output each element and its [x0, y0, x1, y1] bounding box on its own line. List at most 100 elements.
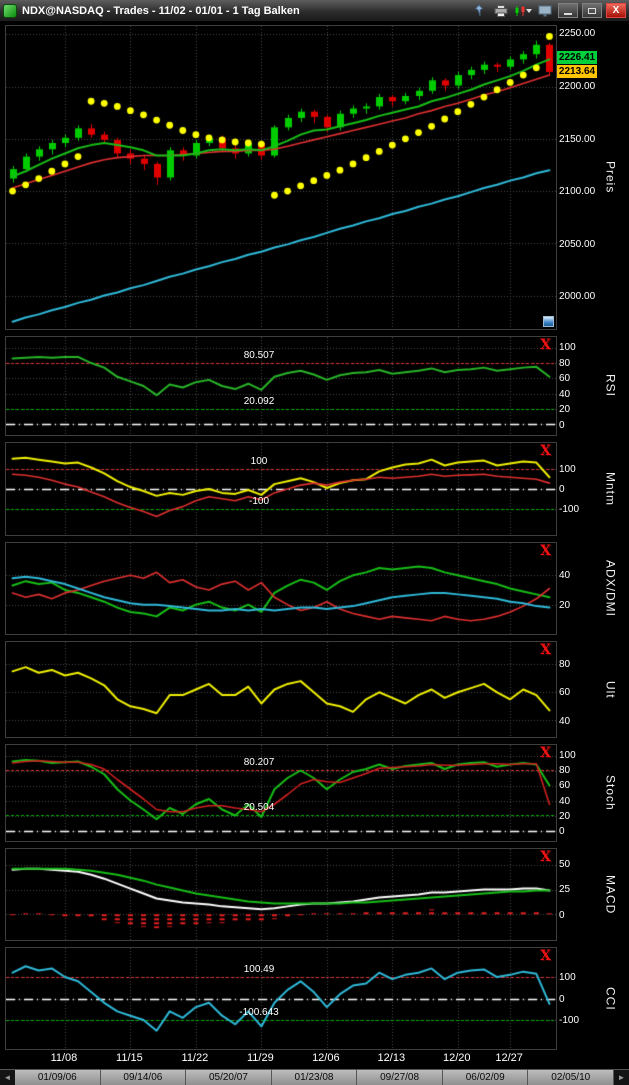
scroll-anchor-icon[interactable]	[543, 316, 554, 327]
price-plot[interactable]	[5, 25, 557, 330]
axis-tick-label: 2250.00	[559, 28, 596, 40]
cci-canvas	[6, 948, 556, 1049]
window-title: NDX@NASDAQ - Trades - 11/02 - 01/01 - 1 …	[22, 4, 300, 17]
panel-label-adx-dmi: ADX/DMI	[603, 559, 618, 617]
close-study-icon[interactable]: X	[540, 337, 551, 353]
axis-tick-label: 25	[559, 884, 571, 896]
rsi-canvas	[6, 337, 556, 435]
axis-tick-label: 80	[559, 658, 571, 670]
axis-tick-label: 0	[559, 909, 565, 921]
close-study-icon[interactable]: X	[540, 745, 551, 761]
chart-tab-2[interactable]: 05/20/07	[186, 1070, 272, 1085]
printer-icon[interactable]	[492, 3, 510, 19]
axis-tick-label: 2200.00	[559, 81, 596, 92]
date-label: 12/27	[495, 1052, 523, 1064]
axis-tick-label: 40	[559, 570, 571, 581]
axis-tick-label: 20	[559, 810, 571, 822]
date-label: 11/22	[181, 1052, 209, 1064]
date-label: 12/20	[443, 1052, 471, 1064]
axis-tick-label: 50	[559, 859, 571, 871]
chart-tab-6[interactable]: 02/05/10	[528, 1070, 615, 1085]
axis-tick-label: 80	[559, 765, 571, 777]
axis-tick-label: 0	[559, 993, 565, 1005]
threshold-label: 20.504	[243, 802, 275, 814]
chart-tab-4[interactable]: 09/27/08	[357, 1070, 443, 1085]
cci-plot[interactable]: X 100.49 -100.643	[5, 947, 557, 1050]
macd-axis[interactable]: 50 25 0	[557, 848, 597, 941]
threshold-label: 100	[250, 456, 268, 468]
price-axis[interactable]: 2226.41 2213.64 2250.00 2200.00 2150.00 210…	[557, 25, 597, 330]
chart-tab-1[interactable]: 09/14/06	[100, 1070, 187, 1085]
close-study-icon[interactable]: X	[540, 443, 551, 459]
panel-label-ult: Ult	[603, 680, 618, 699]
chevron-down-icon	[526, 8, 532, 13]
threshold-label: 100.49	[243, 963, 275, 975]
close-study-icon[interactable]: X	[540, 849, 551, 865]
axis-tick-label: 0	[559, 826, 565, 838]
close-button[interactable]: X	[606, 3, 626, 18]
mntm-axis[interactable]: 100 0 -100	[557, 442, 597, 536]
date-label: 12/13	[377, 1052, 406, 1064]
axis-tick-label: 0	[559, 484, 565, 495]
mntm-plot[interactable]: X 100 -100	[5, 442, 557, 536]
axis-tick-label: 60	[559, 780, 571, 792]
date-label: 12/06	[312, 1052, 340, 1064]
axis-tick-label: 100	[559, 341, 576, 353]
chart-type-icon[interactable]	[514, 3, 532, 19]
tab-bar: ◄ 01/09/06 09/14/06 05/20/07 01/23/08 09/27/…	[0, 1069, 629, 1085]
chart-tab-5[interactable]: 06/02/09	[442, 1070, 529, 1085]
close-study-icon[interactable]: X	[540, 642, 551, 658]
title-bar[interactable]: NDX@NASDAQ - Trades - 11/02 - 01/01 - 1 …	[0, 0, 629, 22]
axis-tick-label: 80	[559, 357, 571, 369]
panel-label-rsi: RSI	[603, 374, 618, 398]
stoch-canvas	[6, 745, 556, 841]
chart-tab-0[interactable]: 01/09/06	[15, 1070, 101, 1085]
price-panel: 2226.41 2213.64 2250.00 2200.00 2150.00 210…	[5, 25, 629, 330]
adx-dmi-axis[interactable]: 40 20	[557, 542, 597, 635]
macd-plot[interactable]: X	[5, 848, 557, 941]
axis-tick-label: 60	[559, 687, 571, 699]
axis-tick-label: 20	[559, 600, 571, 611]
threshold-label: 80.507	[243, 349, 275, 361]
tab-scroll-left-button[interactable]: ◄	[0, 1070, 15, 1085]
axis-tick-label: 40	[559, 388, 571, 400]
window-icon[interactable]	[536, 3, 554, 19]
threshold-label: -100	[248, 495, 270, 507]
stoch-plot[interactable]: X 80.207 20.504	[5, 744, 557, 842]
axis-tick-label: -100	[559, 1015, 580, 1027]
restore-button[interactable]	[582, 3, 602, 18]
axis-tick-label: -100	[559, 504, 580, 515]
ult-plot[interactable]: X	[5, 641, 557, 738]
macd-panel: X 50 25 0 MACD	[5, 848, 629, 941]
last-price-badge: 2213.64	[557, 64, 597, 78]
threshold-label: 80.207	[243, 757, 275, 769]
date-label: 11/15	[116, 1052, 143, 1064]
threshold-label: 20.092	[243, 395, 275, 407]
date-label: 11/08	[50, 1052, 78, 1064]
chart-area: 2226.41 2213.64 2250.00 2200.00 2150.00 210…	[0, 22, 629, 1050]
stoch-axis[interactable]: 100 80 60 40 20 0	[557, 744, 597, 842]
close-study-icon[interactable]: X	[540, 543, 551, 559]
macd-canvas	[6, 849, 556, 940]
titlebar-toolbar: X	[470, 3, 626, 19]
cci-axis[interactable]: 100 0 -100	[557, 947, 597, 1050]
axis-tick-label: 0	[559, 420, 565, 432]
minimize-button[interactable]	[558, 3, 578, 18]
pin-icon[interactable]	[470, 3, 488, 19]
axis-tick-label: 60	[559, 373, 571, 385]
app-icon[interactable]	[3, 3, 17, 18]
axis-tick-label: 2150.00	[559, 133, 596, 145]
tab-scroll-right-button[interactable]: ►	[614, 1070, 629, 1085]
tab-bar-tabs: 01/09/06 09/14/06 05/20/07 01/23/08 09/27/08…	[15, 1070, 615, 1085]
rsi-plot[interactable]: X 80.507 20.092	[5, 336, 557, 436]
axis-tick-label: 100	[559, 464, 576, 475]
ult-axis[interactable]: 80 60 40	[557, 641, 597, 738]
rsi-axis[interactable]: 100 80 60 40 20 0	[557, 336, 597, 436]
mntm-panel: X 100 -100 100 0 -100 Mntm	[5, 442, 629, 536]
adx-dmi-plot[interactable]: X	[5, 542, 557, 635]
close-study-icon[interactable]: X	[540, 948, 551, 964]
axis-tick-label: 40	[559, 795, 571, 807]
stoch-panel: X 80.207 20.504 100 80 60 40 20 0 Stoch	[5, 744, 629, 842]
chart-tab-3[interactable]: 01/23/08	[271, 1070, 358, 1085]
